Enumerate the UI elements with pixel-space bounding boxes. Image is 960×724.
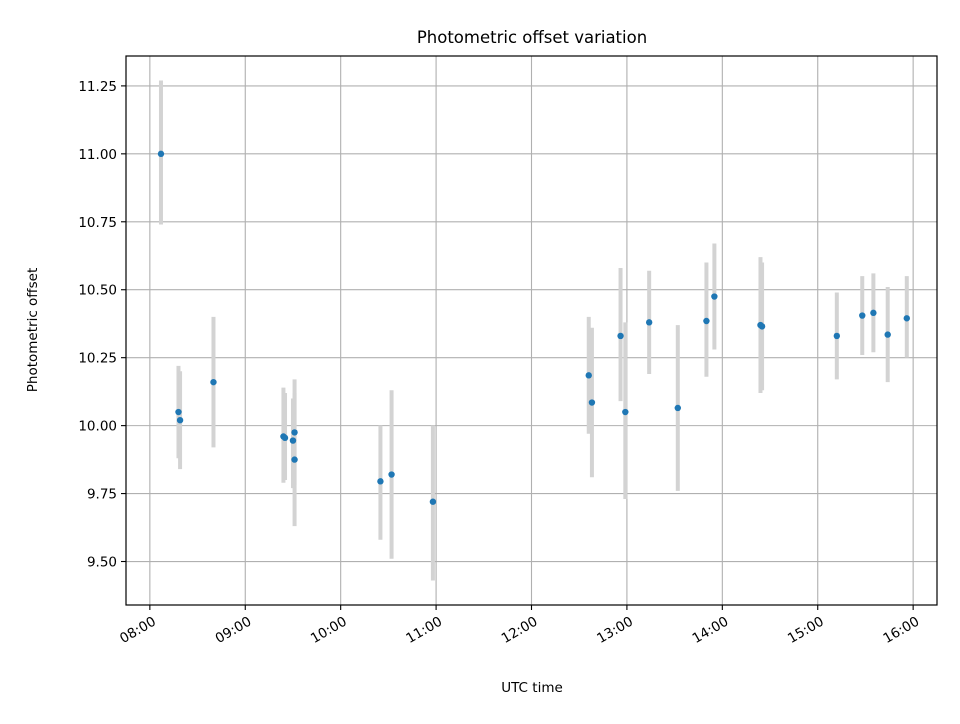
y-tick-label: 11.25 — [78, 79, 117, 95]
y-tick-label: 10.25 — [78, 351, 117, 367]
data-point — [833, 332, 841, 340]
data-point — [388, 471, 395, 478]
data-point — [617, 332, 624, 340]
y-axis-label: Photometric offset — [25, 268, 41, 392]
data-point — [674, 404, 681, 412]
y-tick-label: 10.50 — [78, 283, 117, 299]
y-tick-label: 10.75 — [78, 215, 117, 231]
data-point — [429, 498, 437, 505]
data-point — [281, 434, 289, 442]
data-point — [291, 429, 298, 436]
data-point — [289, 437, 297, 444]
data-point — [645, 319, 653, 326]
y-tick-label: 9.50 — [87, 555, 117, 571]
data-point — [588, 399, 596, 406]
data-point — [210, 378, 217, 386]
data-points — [157, 150, 910, 505]
chart-title: Photometric offset variation — [417, 28, 647, 47]
data-point — [622, 408, 629, 416]
y-tick-label: 11.00 — [78, 147, 117, 163]
data-point — [585, 372, 592, 379]
x-axis-label: UTC time — [501, 680, 563, 696]
data-point — [758, 323, 766, 330]
data-point — [859, 312, 866, 319]
y-tick-label: 9.75 — [87, 487, 117, 503]
data-point — [884, 331, 891, 338]
data-point — [870, 309, 877, 317]
y-axis-ticks: 9.50 9.75 10.00 10.25 10.50 10.75 11.00 11.25 — [78, 79, 126, 571]
data-point — [157, 150, 165, 158]
data-point — [903, 315, 910, 322]
data-point — [291, 456, 298, 463]
data-point — [176, 416, 184, 424]
data-point — [711, 293, 718, 300]
data-point — [703, 317, 710, 325]
y-tick-label: 10.00 — [78, 419, 117, 435]
data-point — [175, 408, 182, 416]
data-point — [377, 478, 384, 485]
